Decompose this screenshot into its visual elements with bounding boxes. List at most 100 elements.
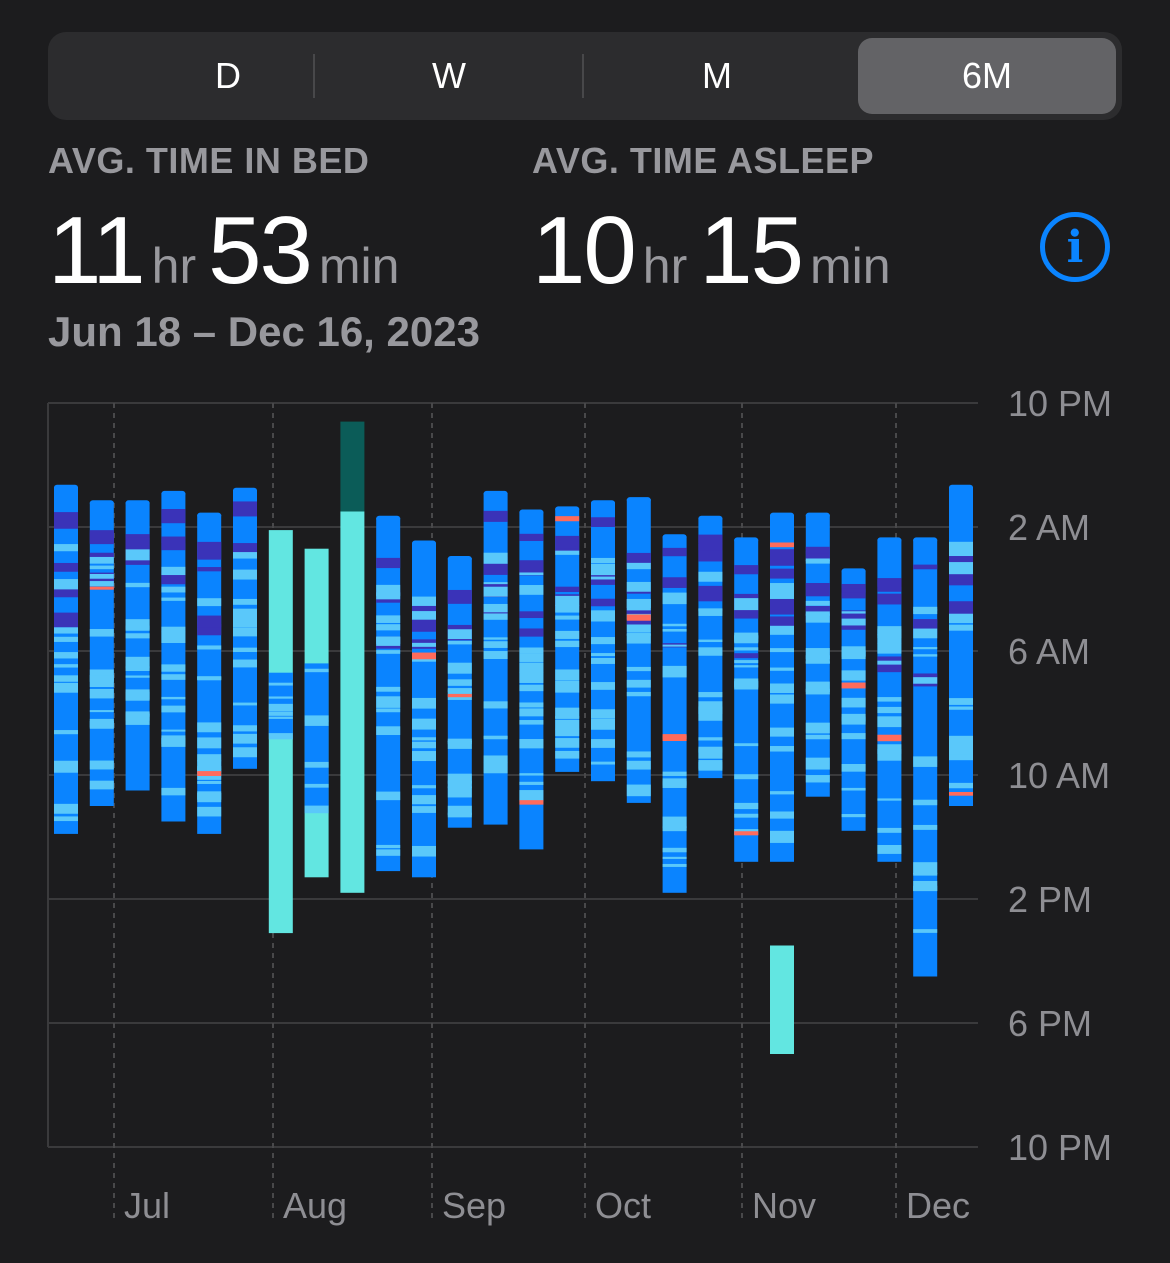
time-asleep-minutes-unit: min	[810, 238, 891, 294]
bar-stripe-rem	[161, 664, 186, 672]
bar-stripe-rem	[89, 556, 114, 564]
sleep-bar	[197, 512, 222, 834]
bar-stripe-rem	[233, 569, 257, 580]
sleep-bar-extra	[770, 945, 794, 1054]
bar-cap	[483, 490, 508, 497]
bar-stripe-rem	[949, 747, 973, 754]
bar-stripe-deep	[662, 547, 687, 557]
bar-stripe-rem	[483, 701, 508, 709]
bar-stripe-rem	[626, 624, 651, 633]
bar-stripe-deep	[913, 564, 938, 570]
bar-stripe-rem	[519, 708, 544, 717]
bar-stripe-rem	[555, 728, 580, 737]
bar-stripe-rem	[949, 754, 973, 761]
segment-divider	[582, 54, 584, 98]
bar-stripe-rem	[662, 771, 687, 776]
bar-stripe-deep	[161, 536, 186, 544]
sleep-bar	[662, 534, 687, 893]
bar-stripe-rem	[233, 702, 257, 706]
bar-stripe-rem	[626, 562, 651, 570]
bar-stripe-rem	[734, 598, 759, 611]
bar-stripe-rem	[662, 863, 687, 867]
bar-cap	[197, 512, 222, 519]
bar-stripe-rem	[734, 802, 759, 810]
bar-stripe-rem	[591, 718, 615, 730]
bar-stripe-rem	[877, 798, 902, 801]
bar-stripe-rem	[304, 715, 329, 722]
bar-stripe-rem	[555, 550, 580, 555]
sleep-bar	[949, 484, 973, 806]
bar-stripe-rem	[197, 792, 222, 803]
bar-stripe-rem	[913, 880, 938, 892]
bar-stripe-rem	[626, 666, 651, 672]
bar-stripe-rem	[805, 559, 830, 564]
bar-stripe-rem	[591, 709, 615, 719]
bar-segment-in-bed	[340, 511, 365, 893]
info-circle-icon[interactable]: i	[1040, 212, 1110, 282]
bar-stripe-rem	[447, 629, 472, 640]
time-asleep-hours-unit: hr	[642, 238, 688, 294]
bar-stripe-deep	[54, 512, 78, 529]
segment-day[interactable]: D	[215, 55, 241, 96]
bar-stripe-rem	[412, 737, 436, 741]
bar-stripe-rem	[770, 648, 794, 653]
bar-stripe-rem	[197, 598, 222, 607]
bar-stripe-deep	[698, 534, 723, 551]
bar-segment-core	[54, 486, 78, 834]
bar-stripe-deep	[447, 589, 472, 604]
bar-cap	[519, 509, 544, 516]
bar-stripe-deep	[233, 543, 257, 555]
bar-stripe-rem	[376, 584, 401, 597]
sleep-bar	[268, 530, 293, 934]
time-in-bed-minutes: 53	[208, 197, 313, 304]
bar-stripe-rem	[770, 835, 794, 843]
bar-stripe-rem	[233, 725, 257, 732]
bar-stripe-rem	[376, 791, 401, 801]
bar-stripe-awake	[555, 516, 580, 522]
time-asleep-minutes: 15	[699, 197, 804, 304]
bar-stripe-rem	[304, 720, 329, 726]
bar-stripe-rem	[698, 639, 723, 643]
bar-stripe-deep	[197, 623, 222, 636]
x-tick-label: Aug	[283, 1185, 347, 1226]
segment-month[interactable]: M	[702, 55, 732, 96]
bar-segment-core	[662, 536, 687, 893]
bar-stripe-rem	[125, 689, 150, 700]
time-asleep-value: 10 hr 15 min	[532, 196, 903, 306]
bar-stripe-rem	[913, 872, 938, 876]
bar-stripe-rem	[412, 806, 436, 811]
bar-stripe-rem	[770, 811, 794, 819]
segment-six-months[interactable]: 6M	[858, 38, 1116, 114]
bar-stripe-rem	[841, 611, 866, 614]
bar-stripe-rem	[89, 780, 114, 790]
bar-stripe-rem	[841, 651, 866, 656]
bar-stripe-rem	[949, 735, 973, 748]
bar-stripe-rem	[268, 733, 293, 740]
bar-cap	[161, 490, 186, 497]
bar-stripe-rem	[197, 722, 222, 733]
bar-stripe-deep	[805, 546, 830, 554]
sleep-bar	[161, 490, 186, 822]
bar-stripe-rem	[662, 847, 687, 853]
bar-stripe-rem	[412, 611, 436, 620]
bar-stripe-rem	[376, 615, 401, 623]
bar-stripe-rem	[591, 741, 615, 748]
y-tick-label: 6 AM	[1008, 631, 1090, 672]
bar-stripe-rem	[89, 688, 114, 699]
bar-stripe-rem	[376, 726, 401, 736]
bar-stripe-rem	[913, 756, 938, 767]
bar-stripe-rem	[662, 628, 687, 632]
bar-stripe-rem	[89, 565, 114, 570]
bar-stripe-rem	[376, 686, 401, 692]
sleep-bar	[626, 497, 651, 803]
bar-stripe-rem	[89, 760, 114, 770]
bar-stripe-rem	[698, 748, 723, 759]
bar-stripe-deep	[949, 601, 973, 618]
bar-stripe-rem	[125, 666, 150, 671]
bar-stripe-rem	[698, 647, 723, 656]
bar-stripe-deep	[89, 532, 114, 543]
bar-stripe-rem	[734, 635, 759, 644]
bar-stripe-rem	[662, 856, 687, 859]
segment-week[interactable]: W	[432, 55, 466, 96]
bar-stripe-deep	[877, 578, 902, 592]
